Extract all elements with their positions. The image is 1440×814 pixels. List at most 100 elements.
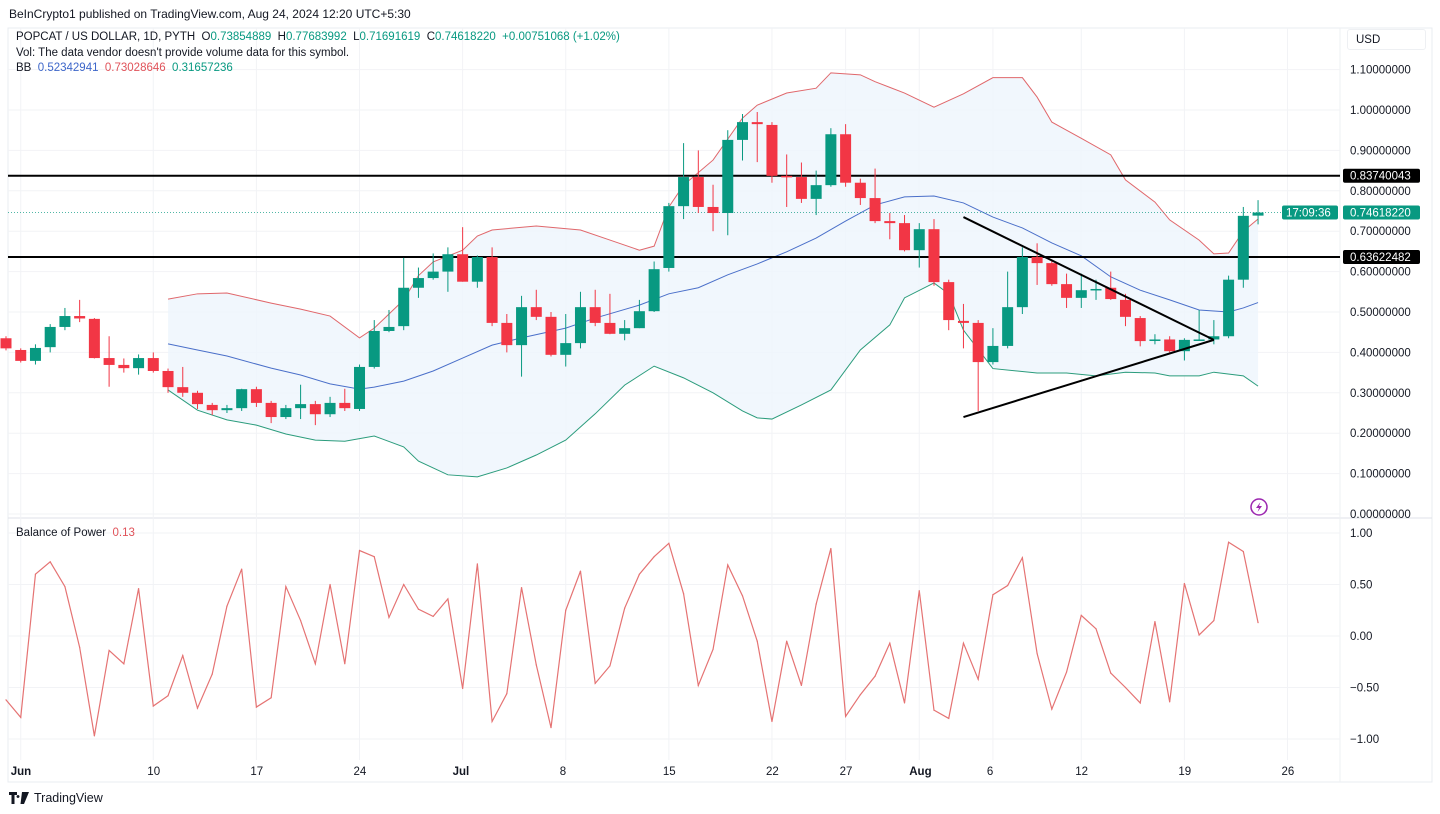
tradingview-brand: TradingView [34,791,103,805]
candle [751,112,763,163]
candle [737,114,748,161]
bop-point [638,573,640,575]
bop-point [565,609,567,611]
candle [854,178,866,205]
time-tick-label: 8 [560,766,566,778]
candle-body [339,402,351,409]
candle [103,336,115,387]
trendline[interactable] [963,338,1215,418]
bop-point [962,642,965,644]
bop-point [535,664,537,666]
candle-body [869,198,881,222]
candle-body [191,392,203,405]
candles [0,112,1264,426]
candle-body [707,206,719,214]
candle-body [88,318,100,359]
bop-point [182,654,184,657]
trendline[interactable] [963,216,1215,341]
candle-body [221,408,233,411]
candle-body [1016,257,1028,308]
candle-body [295,404,307,409]
bop-point [1169,701,1171,703]
bb-fill [168,72,1259,477]
candle-body [1119,299,1131,317]
bop-legend[interactable]: Balance of Power 0.13 [16,527,135,539]
bop-point [506,693,508,695]
candle-body [280,408,292,418]
candle-body [545,316,557,355]
candle [295,384,307,420]
candle [88,318,100,359]
candle [1149,334,1161,345]
bop-point [550,727,552,729]
candle-body [899,223,911,251]
candle-body [324,402,336,415]
symbol-title[interactable]: POPCAT / US DOLLAR, 1D, PYTH [16,31,196,43]
bar-countdown-tag [1282,205,1338,220]
candle-body [59,316,71,327]
candle [383,309,395,333]
candle [471,255,483,288]
candle [957,303,969,349]
bop-point [1095,628,1097,630]
candle [1134,316,1146,347]
candle-body [1075,290,1087,298]
bop-point [1124,686,1127,689]
bop-point [859,694,861,696]
bollinger-bands [167,72,1259,478]
bop-point [226,605,228,607]
time-tick-label: 6 [987,766,993,778]
currency-button[interactable]: USD [1347,29,1426,50]
candle [545,312,557,357]
candle-body [663,206,675,268]
candle-body [265,402,277,418]
candle-body [604,322,616,334]
candle [486,247,498,327]
bop-point [270,697,272,699]
candle [1223,275,1235,339]
tradingview-logo-icon [9,792,29,804]
candle [869,168,881,224]
candle-body [957,320,969,323]
time-tick-label: 24 [354,766,367,778]
bop-point [432,615,434,618]
level-price-label: 0.63622482 [1350,252,1411,264]
bop-point [64,585,66,588]
candle [162,368,174,393]
candle-body [368,330,380,367]
symbol-legend: POPCAT / US DOLLAR, 1D, PYTH O0.73854889… [16,31,620,43]
candle [987,328,999,365]
candle [707,184,719,232]
candle-body [250,389,262,403]
bop-value: 0.13 [112,527,135,539]
bop-point [1242,550,1244,553]
chart-frame [7,27,1433,783]
candle-body [177,387,189,393]
open-value: 0.73854889 [210,31,272,43]
bb-legend[interactable]: BB 0.52342941 0.73028646 0.31657236 [16,62,233,74]
price-tick-label: 0.10000000 [1350,469,1411,481]
bop-point [609,665,611,667]
bop-point [152,705,154,707]
candle-body [457,254,469,282]
candle-body [1223,279,1235,337]
tradingview-logo[interactable]: TradingView [9,791,103,805]
bop-point [624,607,626,609]
candle-body [574,307,586,344]
triangle-trendlines[interactable] [963,216,1215,418]
bop-point [300,619,302,622]
candle-body [103,358,115,365]
candle [928,219,940,286]
bop-point [1198,634,1200,636]
bop-point [815,603,817,605]
bop-point [727,564,729,566]
candle [221,404,233,413]
bop-point [756,640,758,642]
candle [309,400,321,426]
bop-point [1213,619,1215,622]
price-tick-label: 0.50000000 [1350,307,1411,319]
bop-point [403,583,405,586]
lightning-icon[interactable] [1250,498,1268,516]
bop-tick-label: −1.00 [1350,734,1379,746]
